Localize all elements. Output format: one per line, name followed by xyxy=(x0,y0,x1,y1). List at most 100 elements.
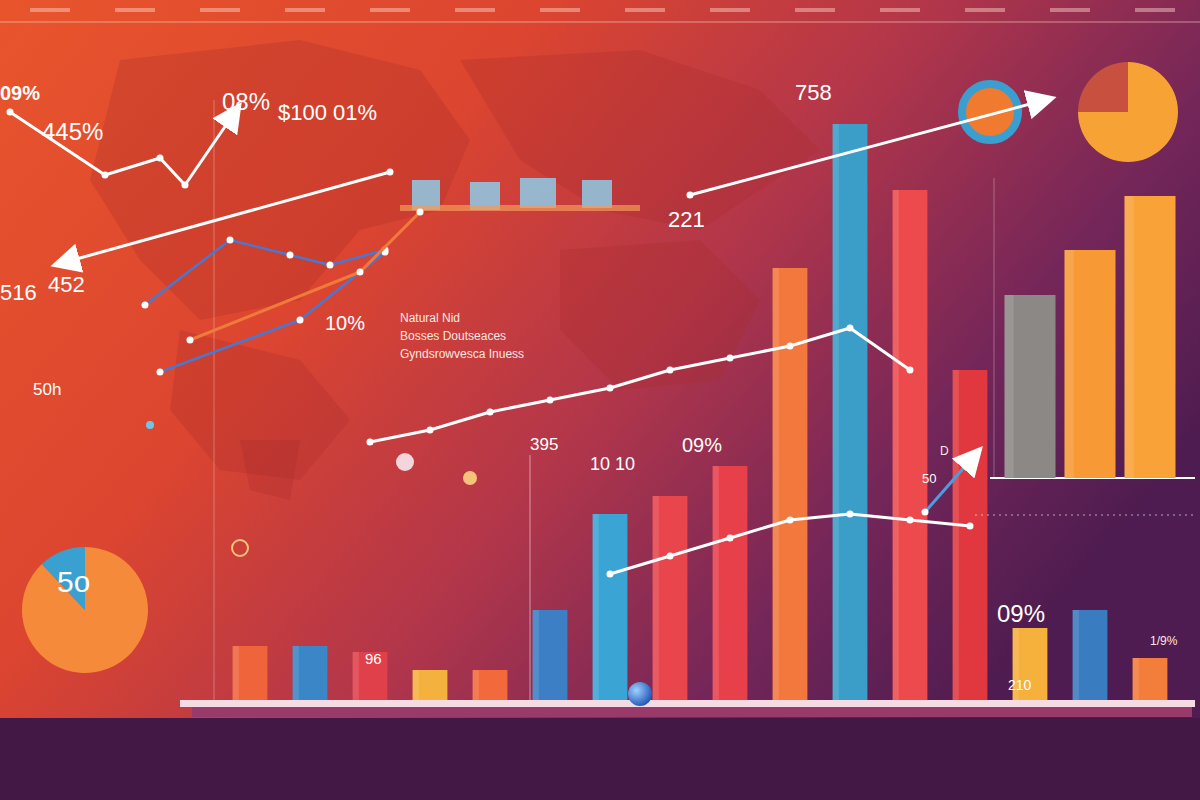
bar xyxy=(293,646,328,700)
deco-guide xyxy=(530,455,531,700)
deco-arrow xyxy=(690,100,1045,195)
bar xyxy=(893,190,928,700)
platform-top xyxy=(180,700,1195,707)
deco-dot xyxy=(327,262,334,269)
deco-blue-line xyxy=(160,252,385,372)
top-nav-item xyxy=(540,8,580,12)
bar-highlight xyxy=(593,514,599,700)
annotation: 5o xyxy=(57,565,90,598)
bar xyxy=(953,370,988,700)
deco-dot xyxy=(357,269,364,276)
deco-dot xyxy=(417,209,424,216)
top-nav-item xyxy=(625,8,665,12)
map-shape xyxy=(460,50,820,230)
line xyxy=(610,514,970,574)
deco-dot xyxy=(146,421,154,429)
bar-highlight xyxy=(833,124,839,700)
line-point xyxy=(367,439,374,446)
deco-dot xyxy=(287,252,294,259)
infographic: 09%445%08%$100 01%75822151645210%Natural… xyxy=(0,0,1200,800)
deco-blue-line xyxy=(145,240,385,305)
line-point xyxy=(607,385,614,392)
annotation: 210 xyxy=(1008,677,1032,693)
map-shape xyxy=(240,440,300,500)
bottom-band xyxy=(0,718,1200,800)
deco-dot xyxy=(157,369,164,376)
map-shape xyxy=(90,40,470,320)
bar xyxy=(533,610,568,700)
top-nav-item xyxy=(285,8,325,12)
bar-highlight xyxy=(953,370,959,700)
bar xyxy=(593,514,628,700)
deco-dot xyxy=(59,260,66,267)
line-point xyxy=(847,511,854,518)
annotation: 96 xyxy=(365,650,382,667)
bar xyxy=(1073,610,1108,700)
map-shape xyxy=(560,240,760,390)
annotation: 445% xyxy=(42,118,103,145)
bar-highlight xyxy=(473,670,479,700)
deco-dot xyxy=(1042,97,1049,104)
annotation: 1/9% xyxy=(1150,634,1178,648)
bar xyxy=(413,670,448,700)
annotation: 758 xyxy=(795,80,832,105)
bar xyxy=(1133,658,1168,700)
line-point xyxy=(727,355,734,362)
deco-dot xyxy=(297,317,304,324)
line-point xyxy=(967,523,974,530)
annotation: 09% xyxy=(0,82,40,104)
deco-dot xyxy=(227,237,234,244)
platform-edge xyxy=(192,707,1192,717)
top-rule xyxy=(0,22,1200,23)
deco-bubble xyxy=(396,453,414,471)
pie-slice xyxy=(1078,62,1178,162)
line-point xyxy=(547,397,554,404)
line-point xyxy=(667,553,674,560)
annotation: Gyndsrowvesca Inuess xyxy=(400,347,524,361)
bar xyxy=(1005,295,1056,478)
annotation: $100 01% xyxy=(278,100,377,125)
deco-box xyxy=(582,180,612,208)
deco-dot xyxy=(142,302,149,309)
annotation: D xyxy=(940,444,949,458)
line-point xyxy=(787,343,794,350)
value-axis-line xyxy=(994,178,995,478)
deco-strip xyxy=(400,205,640,211)
background xyxy=(0,0,1200,800)
annotation: 09% xyxy=(682,434,722,456)
deco-dot xyxy=(972,452,979,459)
line-point xyxy=(907,367,914,374)
bar-highlight xyxy=(353,652,359,700)
annotation: Bosses Doutseaces xyxy=(400,329,506,343)
top-nav-item xyxy=(30,8,70,12)
annotation: 50h xyxy=(33,380,61,399)
bar xyxy=(1065,250,1116,478)
plot-area xyxy=(233,124,1168,700)
deco-orange-line xyxy=(190,212,420,340)
value-axis-line xyxy=(214,100,215,700)
annotation: 395 xyxy=(530,435,558,454)
bar-highlight xyxy=(773,268,779,700)
annotation: 10% xyxy=(325,312,365,334)
bar-highlight xyxy=(533,610,539,700)
deco-bubble xyxy=(463,471,477,485)
plot-area xyxy=(1005,196,1176,478)
annotation: Natural Nid xyxy=(400,311,460,325)
deco-dot xyxy=(102,172,109,179)
top-nav-item xyxy=(1135,8,1175,12)
top-nav-item xyxy=(965,8,1005,12)
line-point xyxy=(727,535,734,542)
bar-highlight xyxy=(413,670,419,700)
deco-dot xyxy=(182,182,189,189)
bar-highlight xyxy=(233,646,239,700)
bar xyxy=(1125,196,1176,478)
blue-ball xyxy=(628,682,652,706)
bar-highlight xyxy=(1073,610,1079,700)
deco-dot xyxy=(7,109,14,116)
bar-highlight xyxy=(653,496,659,700)
bar xyxy=(233,646,268,700)
line-point xyxy=(667,367,674,374)
deco-guide xyxy=(975,515,1195,516)
deco-ring xyxy=(232,540,248,556)
top-nav-item xyxy=(710,8,750,12)
